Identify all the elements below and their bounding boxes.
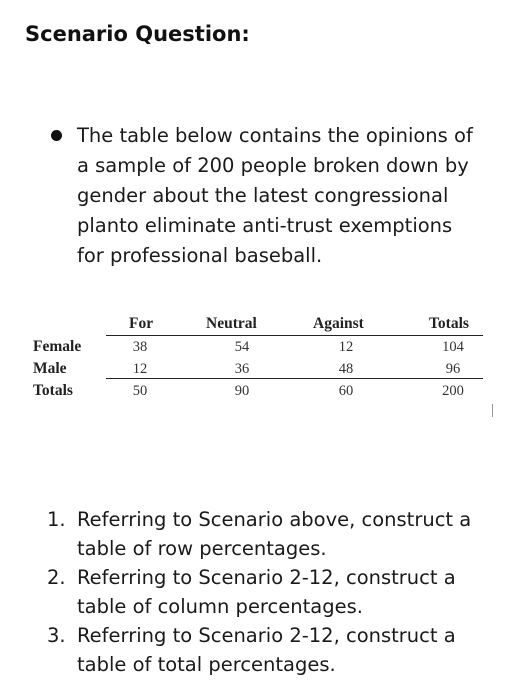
cell-female-for: 38	[132, 339, 148, 355]
col-header-neutral: Neutral	[206, 315, 257, 332]
scenario-bullet: The table below contains the opinions of…	[45, 121, 485, 271]
question-item: 3. Referring to Scenario 2-12, construct…	[47, 621, 497, 679]
col-header-totals: Totals	[429, 315, 469, 332]
row-label-female: Female	[33, 338, 82, 355]
cell-totals-against: 60	[338, 383, 354, 399]
totals-rule	[106, 378, 483, 379]
cell-male-totals: 96	[445, 361, 461, 377]
text-cursor	[492, 404, 493, 417]
row-label-male: Male	[33, 360, 67, 377]
col-header-against: Against	[313, 315, 364, 332]
row-label-totals: Totals	[33, 382, 73, 399]
question-text: Referring to Scenario 2-12, construct a …	[77, 566, 456, 618]
question-number: 3.	[47, 624, 66, 647]
cell-male-against: 48	[338, 361, 354, 377]
cell-totals-neutral: 90	[234, 383, 250, 399]
question-item: 2. Referring to Scenario 2-12, construct…	[47, 563, 497, 621]
bullet-dot-icon	[51, 130, 62, 141]
cell-totals-for: 50	[132, 383, 148, 399]
question-number: 2.	[47, 566, 66, 589]
cell-totals-totals: 200	[442, 383, 464, 399]
col-header-for: For	[129, 315, 154, 332]
question-item: 1. Referring to Scenario above, construc…	[47, 505, 497, 563]
question-list: 1. Referring to Scenario above, construc…	[47, 505, 497, 679]
scenario-bullet-text: The table below contains the opinions of…	[77, 124, 473, 267]
cell-female-neutral: 54	[234, 339, 250, 355]
question-text: Referring to Scenario 2-12, construct a …	[77, 624, 456, 676]
cell-female-against: 12	[338, 339, 354, 355]
question-number: 1.	[47, 508, 66, 531]
cell-female-totals: 104	[442, 339, 464, 355]
cell-male-neutral: 36	[234, 361, 250, 377]
header-rule	[106, 335, 483, 336]
question-text: Referring to Scenario above, construct a…	[77, 508, 472, 560]
scenario-heading: Scenario Question:	[25, 22, 250, 46]
contingency-table: For Neutral Against Totals Female 38 54 …	[33, 315, 483, 405]
cell-male-for: 12	[132, 361, 148, 377]
